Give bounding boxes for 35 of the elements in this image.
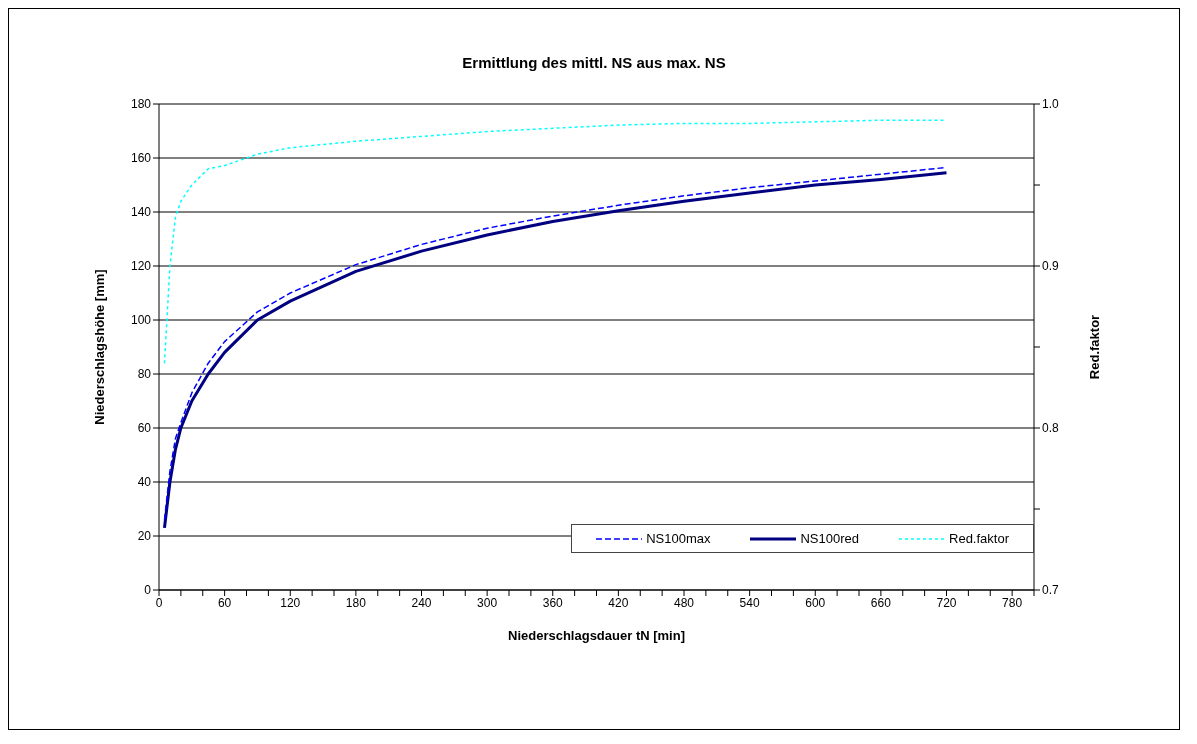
- legend-label: Red.faktor: [948, 531, 1009, 546]
- y-axis-title: Niederschlagshöhe [mm]: [91, 269, 107, 425]
- x-tick-label: 0: [155, 595, 163, 610]
- y-tick-label: 140: [130, 205, 152, 220]
- x-tick-label: 600: [805, 595, 826, 610]
- x-tick-label: 360: [542, 595, 564, 610]
- legend-label: NS100red: [799, 531, 860, 546]
- y-tick-label: 120: [130, 259, 152, 274]
- x-tick-label: 240: [411, 595, 432, 610]
- y-tick-label: 60: [137, 421, 152, 436]
- legend-label: NS100max: [645, 531, 711, 546]
- y-tick-label: 100: [130, 313, 152, 328]
- x-tick-label: 480: [673, 595, 695, 610]
- y-tick-label: 0: [144, 583, 152, 598]
- x-tick-label: 300: [477, 595, 498, 610]
- x-tick-label: 660: [870, 595, 892, 610]
- x-tick-label: 780: [1002, 595, 1023, 610]
- x-tick-label: 720: [936, 595, 957, 610]
- y2-tick-label: 1.0: [1042, 97, 1060, 112]
- chart-title: Ermittlung des mittl. NS aus max. NS: [461, 54, 727, 71]
- y-tick-label: 40: [137, 475, 152, 490]
- y-tick-label: 160: [130, 151, 152, 166]
- y-tick-label: 80: [137, 367, 152, 382]
- y2-tick-label: 0.7: [1042, 583, 1060, 598]
- y2-axis-title: Red.faktor: [1086, 314, 1102, 380]
- y-tick-label: 180: [130, 97, 152, 112]
- y2-tick-label: 0.8: [1042, 421, 1060, 436]
- y-tick-label: 20: [137, 529, 152, 544]
- y2-tick-label: 0.9: [1042, 259, 1060, 274]
- x-tick-label: 180: [345, 595, 367, 610]
- x-tick-label: 420: [608, 595, 629, 610]
- x-tick-label: 120: [280, 595, 301, 610]
- x-tick-label: 540: [739, 595, 760, 610]
- x-axis-title: Niederschlagsdauer tN [min]: [508, 628, 685, 643]
- x-tick-label: 60: [217, 595, 232, 610]
